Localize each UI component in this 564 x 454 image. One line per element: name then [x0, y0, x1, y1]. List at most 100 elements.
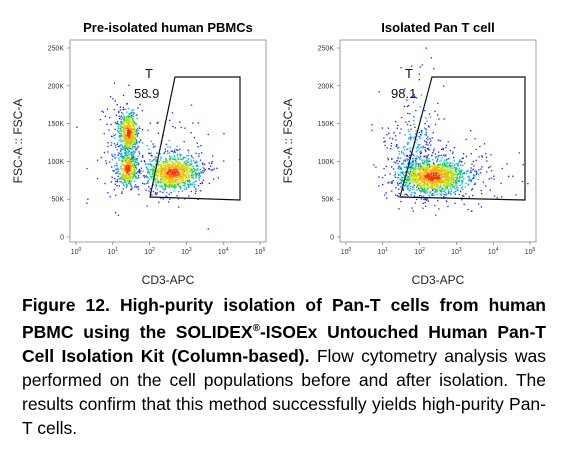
event-dot — [136, 158, 138, 160]
y-tick-label: 200K — [48, 83, 65, 90]
event-dot — [133, 169, 135, 171]
event-dot — [184, 180, 187, 183]
event-dot — [426, 155, 428, 157]
event-dot — [131, 140, 133, 142]
event-dot — [113, 170, 115, 172]
event-dot — [116, 168, 118, 170]
event-dot — [427, 147, 429, 150]
event-dot — [415, 165, 417, 167]
event-dot — [402, 152, 405, 155]
event-dot — [191, 184, 194, 186]
event-dot — [144, 163, 147, 166]
event-dot — [183, 163, 185, 165]
event-dot — [186, 177, 188, 179]
event-dot — [194, 184, 196, 186]
event-dot — [413, 180, 415, 183]
event-dot — [426, 198, 428, 200]
event-dot — [434, 165, 437, 167]
event-dot — [167, 176, 169, 178]
event-dot — [181, 166, 183, 169]
event-dot — [185, 164, 187, 166]
event-dot — [412, 158, 414, 160]
event-dot — [408, 165, 410, 168]
event-dot — [134, 158, 136, 160]
event-dot — [159, 153, 161, 155]
event-dot — [123, 118, 125, 120]
event-dot — [211, 161, 213, 163]
event-dot — [131, 141, 133, 143]
event-dot — [425, 205, 427, 207]
event-dot — [454, 173, 456, 175]
event-dot — [452, 177, 454, 179]
event-dot — [438, 186, 440, 188]
event-dot — [117, 145, 119, 148]
event-dot — [136, 131, 138, 134]
event-dot — [198, 155, 200, 157]
event-dot — [424, 173, 426, 175]
event-dot — [452, 151, 454, 153]
event-dot — [171, 167, 173, 169]
event-dot — [450, 170, 452, 172]
event-dot — [162, 179, 165, 181]
event-dot — [132, 176, 135, 178]
event-dot — [161, 185, 163, 187]
event-dot — [396, 144, 398, 147]
event-dot — [129, 121, 131, 124]
event-dot — [409, 136, 411, 138]
event-dot — [158, 181, 160, 183]
event-dot — [157, 121, 159, 123]
event-dot — [436, 183, 438, 185]
event-dot — [123, 119, 125, 121]
event-dot — [427, 180, 429, 182]
event-dot — [182, 172, 184, 174]
event-dot — [187, 183, 189, 186]
event-dot — [409, 190, 411, 192]
event-dot — [427, 181, 429, 184]
event-dot — [125, 158, 127, 160]
event-dot — [124, 129, 126, 131]
event-dot — [440, 170, 442, 172]
event-dot — [152, 190, 154, 193]
event-dot — [133, 153, 135, 155]
event-dot — [126, 140, 128, 142]
event-dot — [435, 188, 437, 190]
event-dot — [191, 176, 193, 179]
event-dot — [424, 190, 426, 192]
event-dot — [190, 168, 192, 170]
event-dot — [452, 174, 454, 177]
event-dot — [436, 181, 439, 183]
event-dot — [176, 149, 178, 151]
event-dot — [115, 194, 117, 196]
event-dot — [395, 162, 397, 164]
event-dot — [177, 184, 179, 186]
event-dot — [160, 178, 162, 180]
event-dot — [481, 155, 483, 157]
event-dot — [123, 156, 125, 158]
event-dot — [133, 121, 135, 123]
event-dot — [454, 187, 456, 189]
event-dot — [420, 167, 422, 169]
event-dot — [452, 165, 454, 167]
event-dot — [140, 172, 142, 175]
event-dot — [134, 151, 136, 153]
event-dot — [427, 188, 429, 190]
event-dot — [159, 181, 161, 183]
event-dot — [425, 179, 428, 181]
event-dot — [196, 169, 198, 172]
event-dot — [457, 165, 459, 167]
event-dot — [122, 126, 124, 128]
event-dot — [420, 134, 422, 137]
event-dot — [127, 118, 129, 120]
event-dot — [437, 178, 439, 180]
event-dot — [404, 145, 406, 148]
event-dot — [124, 151, 126, 153]
event-dot — [131, 176, 133, 179]
event-dot — [438, 170, 440, 173]
event-dot — [181, 168, 183, 170]
event-dot — [128, 170, 130, 172]
event-dot — [417, 164, 420, 166]
event-dot — [148, 186, 150, 188]
event-dot — [86, 167, 88, 170]
event-dot — [168, 181, 170, 183]
event-dot — [172, 161, 174, 163]
